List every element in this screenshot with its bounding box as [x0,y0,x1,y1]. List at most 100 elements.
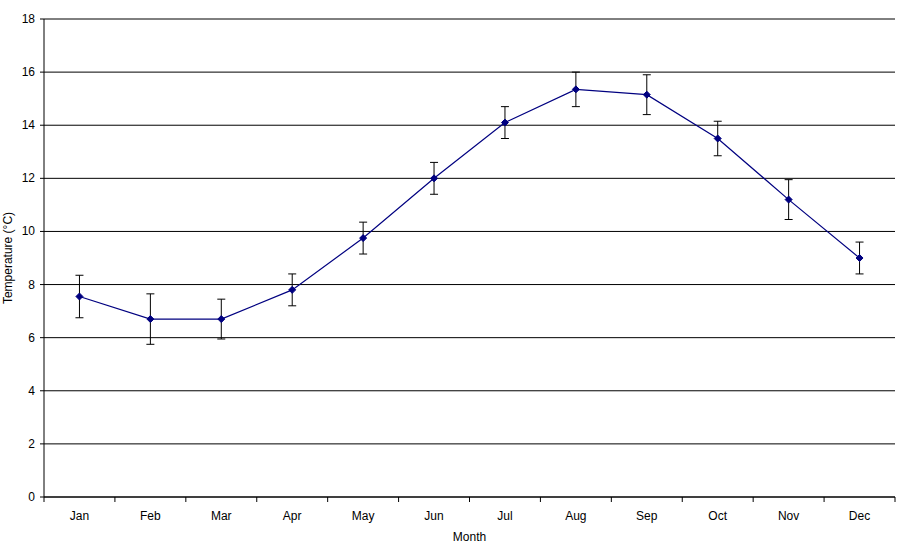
x-tick [753,497,754,502]
error-bar [75,275,83,317]
error-cap [856,242,864,243]
y-tick-label: 4 [28,384,35,398]
x-tick-label: Jun [424,509,443,523]
grid-line [44,125,895,126]
error-bar [430,162,438,194]
x-axis-label: Month [453,530,486,544]
grid-line [44,337,895,338]
grid-line [44,231,895,232]
y-tick-label: 18 [22,12,36,26]
error-bar [572,72,580,107]
error-bar [217,299,225,339]
error-bar [288,274,296,306]
x-tick-label: Jan [70,509,89,523]
y-axis [44,19,45,497]
error-bar [359,222,367,254]
x-tick [682,497,683,502]
y-tick [40,178,44,179]
y-tick-label: 8 [28,278,35,292]
x-tick-label: Aug [565,509,586,523]
data-point [147,316,154,323]
error-bar [146,294,154,344]
error-cap [217,299,225,300]
data-point [218,316,225,323]
chart-container: 024681012141618JanFebMarAprMayJunJulAugS… [0,0,900,553]
x-tick-label: Oct [708,509,727,523]
error-bar [785,180,793,220]
x-tick-label: Apr [283,509,302,523]
y-tick-label: 0 [28,490,35,504]
x-tick-label: Mar [211,509,232,523]
y-tick [40,284,44,285]
error-cap [572,72,580,73]
error-bar [856,242,864,274]
data-point [76,293,83,300]
x-tick [824,497,825,502]
y-tick [40,125,44,126]
y-axis-label: Temperature (°C) [1,212,15,304]
y-tick-label: 10 [22,224,36,238]
error-cap [359,254,367,255]
error-bar [501,107,509,139]
error-cap [501,138,509,139]
grid-line [44,72,895,73]
error-cap [785,219,793,220]
series-line [79,89,859,319]
y-tick-label: 16 [22,65,36,79]
data-point [785,196,792,203]
y-tick [40,390,44,391]
data-point [572,86,579,93]
error-cap [714,155,722,156]
x-tick [185,497,186,502]
y-tick-label: 14 [22,118,36,132]
x-tick-label: May [352,509,375,523]
error-cap [430,162,438,163]
x-tick [256,497,257,502]
y-tick [40,72,44,73]
data-point [714,135,721,142]
error-bar [643,75,651,115]
grid-line [44,284,895,285]
error-cap [714,121,722,122]
error-cap [288,273,296,274]
x-tick [540,497,541,502]
grid-line [44,443,895,444]
grid-line [44,390,895,391]
x-tick-label: Nov [778,509,799,523]
grid-line [44,19,895,20]
x-tick [44,497,45,502]
x-tick-label: Jul [497,509,512,523]
error-cap [146,344,154,345]
y-tick [40,497,44,498]
grid-line [44,178,895,179]
x-tick-label: Sep [636,509,658,523]
error-cap [288,305,296,306]
grid [40,19,895,497]
data-point [431,175,438,182]
x-tick [114,497,115,502]
error-cap [75,275,83,276]
x-tick [398,497,399,502]
error-cap [572,106,580,107]
error-cap [359,222,367,223]
y-tick [40,19,44,20]
y-tick [40,443,44,444]
y-tick [40,337,44,338]
y-tick [40,231,44,232]
error-cap [75,317,83,318]
error-cap [643,114,651,115]
plot-data [75,72,863,344]
y-tick-label: 2 [28,437,35,451]
data-point [360,235,367,242]
error-cap [643,74,651,75]
error-cap [217,338,225,339]
x-tick [895,497,896,502]
x-tick-label: Dec [849,509,870,523]
x-tick-label: Feb [140,509,161,523]
error-bar [714,121,722,156]
y-tick-label: 6 [28,331,35,345]
chart-svg: 024681012141618JanFebMarAprMayJunJulAugS… [0,0,900,553]
error-cap [501,106,509,107]
data-point [289,286,296,293]
error-cap [856,273,864,274]
